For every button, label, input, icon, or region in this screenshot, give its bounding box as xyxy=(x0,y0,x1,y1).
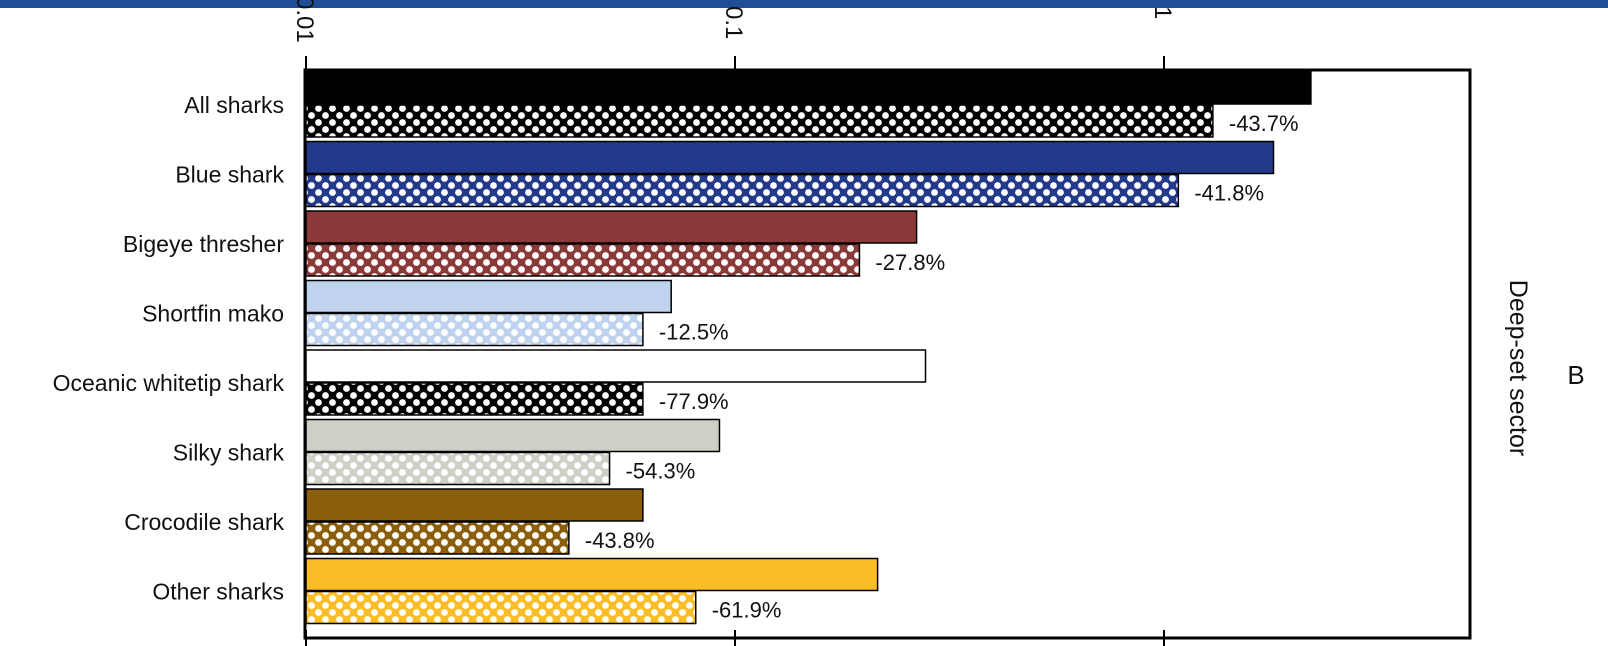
change-label: -43.7% xyxy=(1229,111,1299,136)
x-tick-label: 0.1 xyxy=(720,6,747,39)
bar-solid xyxy=(305,140,1275,175)
x-tick-label: 0.01 xyxy=(291,0,318,43)
bar-solid xyxy=(305,279,672,314)
top-banner xyxy=(0,0,1608,8)
category-label: Crocodile shark xyxy=(124,509,284,535)
bar-dotted xyxy=(305,312,644,347)
change-label: -61.9% xyxy=(712,598,782,623)
change-label: -43.8% xyxy=(585,528,655,553)
bar-dotted xyxy=(305,173,1180,208)
bar-dotted xyxy=(305,521,570,555)
bar-solid xyxy=(305,210,918,244)
category-label: Blue shark xyxy=(175,162,284,188)
change-label: -77.9% xyxy=(659,389,729,414)
change-label: -54.3% xyxy=(626,459,696,484)
bar-solid xyxy=(305,71,1312,105)
bar-solid xyxy=(305,349,927,383)
category-label: Shortfin mako xyxy=(142,301,284,327)
panel-letter: B xyxy=(1567,360,1584,390)
category-label: Bigeye thresher xyxy=(123,231,284,257)
change-label: -27.8% xyxy=(875,250,945,275)
side-label: Deep-set sector xyxy=(1504,280,1532,456)
x-tick-label: 1 xyxy=(1149,6,1176,19)
change-label: -41.8% xyxy=(1194,181,1264,206)
bar-solid xyxy=(305,488,644,522)
bar-dotted xyxy=(305,451,611,486)
bar-dotted xyxy=(305,243,861,277)
plot-frame xyxy=(303,68,1472,640)
category-label: Other sharks xyxy=(152,579,284,605)
change-label: -12.5% xyxy=(659,320,729,345)
bar-solid xyxy=(305,418,721,453)
bar-dotted xyxy=(305,104,1214,138)
category-label: Silky shark xyxy=(173,440,285,466)
bar-dotted xyxy=(305,590,697,625)
bar-dotted xyxy=(305,382,644,416)
category-label: Oceanic whitetip shark xyxy=(53,370,285,396)
bar-solid xyxy=(305,557,879,592)
category-label: All sharks xyxy=(184,92,284,118)
